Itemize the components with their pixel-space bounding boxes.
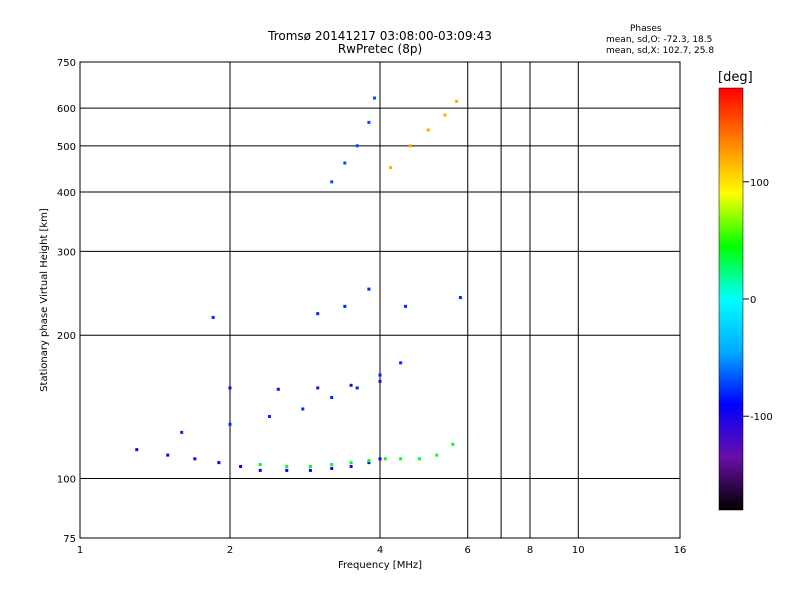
data-point	[383, 457, 387, 461]
data-point	[166, 453, 170, 457]
y-tick-label: 75	[63, 534, 76, 545]
data-point	[308, 468, 312, 472]
colorbar-ticks: 100 0 -100	[743, 178, 773, 423]
x-tick-label: 16	[674, 545, 687, 556]
data-point	[378, 373, 382, 377]
data-point	[373, 96, 377, 100]
data-point	[367, 120, 371, 124]
chart-subtitle: RwPretec (8p)	[337, 42, 423, 56]
data-point	[301, 407, 305, 411]
data-point	[330, 466, 334, 470]
x-tick-label: 6	[465, 545, 471, 556]
data-point	[217, 461, 221, 465]
data-point	[355, 386, 359, 390]
data-point	[285, 464, 289, 468]
grid-lines	[80, 62, 680, 538]
data-point	[378, 379, 382, 383]
phases-label: Phases	[630, 24, 662, 34]
data-point	[135, 448, 139, 452]
data-point	[408, 144, 412, 148]
data-point	[308, 464, 312, 468]
data-point	[399, 457, 403, 461]
data-point	[367, 459, 371, 463]
data-point	[258, 468, 262, 472]
y-tick-label: 600	[57, 104, 76, 115]
x-tick-label: 1	[77, 545, 83, 556]
y-tick-label: 500	[57, 142, 76, 153]
data-point	[211, 315, 215, 319]
data-point	[276, 387, 280, 391]
data-point	[399, 361, 403, 365]
data-point	[435, 453, 439, 457]
data-points	[135, 96, 462, 472]
colorbar-tick-label: -100	[750, 412, 773, 423]
data-point	[417, 457, 421, 461]
data-point	[451, 442, 455, 446]
x-tick-label: 2	[227, 545, 233, 556]
data-point	[389, 166, 393, 170]
data-point	[349, 461, 353, 465]
x-axis-label: Frequency [MHz]	[338, 560, 422, 571]
data-point	[443, 113, 447, 117]
colorbar-unit-label: [deg]	[718, 70, 753, 85]
phase-x-stats: mean, sd,X: 102.7, 25.8	[606, 46, 715, 56]
data-point	[367, 461, 371, 465]
data-point	[349, 464, 353, 468]
data-point	[228, 422, 232, 426]
plot-frame	[79, 61, 681, 539]
y-tick-label: 300	[57, 247, 76, 258]
data-point	[458, 296, 462, 300]
phase-o-stats: mean, sd,O: -72.3, 18.5	[606, 35, 713, 45]
chart-title: Tromsø 20141217 03:08:00-03:09:43	[268, 29, 492, 43]
y-tick-label: 400	[57, 188, 76, 199]
x-axis-ticks: 1 2 4 6 8 10 16	[77, 545, 687, 556]
data-point	[330, 395, 334, 399]
data-point	[330, 180, 334, 184]
data-point	[455, 99, 459, 103]
colorbar-tick-label: 0	[750, 295, 756, 306]
data-point	[258, 463, 262, 467]
y-tick-label: 750	[57, 58, 76, 69]
y-tick-label: 100	[57, 475, 76, 486]
data-point	[367, 287, 371, 291]
data-point	[180, 430, 184, 434]
x-tick-label: 4	[377, 545, 383, 556]
data-point	[355, 144, 359, 148]
data-point	[285, 468, 289, 472]
data-point	[239, 464, 243, 468]
data-point	[378, 457, 382, 461]
data-point	[316, 312, 320, 316]
x-tick-label: 8	[527, 545, 533, 556]
data-point	[343, 161, 347, 165]
data-point	[193, 457, 197, 461]
y-axis-ticks: 75 100 200 300 400 500 600 750	[57, 58, 76, 545]
data-point	[267, 414, 271, 418]
colorbar	[718, 87, 744, 511]
data-point	[330, 463, 334, 467]
data-point	[349, 383, 353, 387]
y-axis-label: Stationary phase Virtual Height [km]	[39, 208, 50, 392]
data-point	[343, 304, 347, 308]
data-point	[316, 386, 320, 390]
y-tick-label: 200	[57, 331, 76, 342]
data-point	[228, 386, 232, 390]
colorbar-tick-label: 100	[750, 178, 769, 189]
data-point	[403, 304, 407, 308]
x-tick-label: 10	[572, 545, 585, 556]
data-point	[426, 128, 430, 132]
